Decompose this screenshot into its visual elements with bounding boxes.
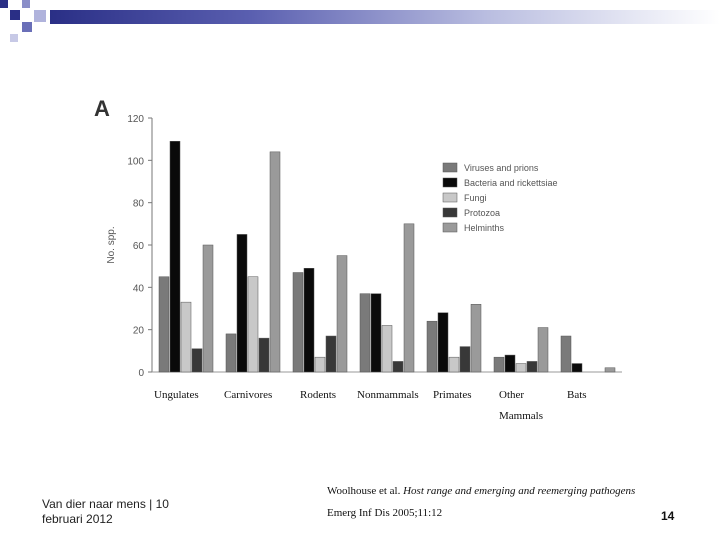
bar [370, 293, 382, 373]
citation-authors: Woolhouse et al. [327, 485, 401, 497]
bar [571, 363, 583, 373]
x-category-label: Ungulates [154, 389, 199, 401]
x-category-label: Bats [567, 389, 587, 401]
bar [314, 356, 326, 373]
bar [303, 268, 315, 373]
x-category-label: Rodents [300, 389, 336, 401]
legend-label: Protozoa [464, 208, 500, 218]
legend-swatch [442, 177, 458, 188]
y-tick-label: 0 [138, 368, 144, 379]
legend-swatch [442, 207, 458, 218]
bar [269, 151, 281, 373]
bar [392, 361, 404, 373]
bar [403, 223, 415, 373]
bar [470, 304, 482, 373]
bar [437, 312, 449, 373]
bar [247, 276, 259, 373]
bar [225, 333, 237, 373]
bar [560, 335, 572, 373]
bar [526, 361, 538, 373]
bar [515, 363, 527, 373]
bar [191, 348, 203, 373]
panel-label: A [94, 96, 110, 121]
y-tick-label: 40 [133, 283, 145, 294]
bar [537, 327, 549, 373]
bar [336, 255, 348, 373]
y-tick-label: 60 [133, 241, 145, 252]
legend-label: Fungi [464, 193, 487, 203]
bar [604, 367, 616, 373]
footer-text: Van dier naar mens | 10 februari 2012 [42, 497, 169, 526]
bar [169, 141, 181, 373]
legend-label: Viruses and prions [464, 163, 539, 173]
x-category-label: Carnivores [224, 389, 272, 401]
page-number: 14 [661, 509, 675, 523]
bar [158, 276, 170, 373]
header-gradient-bar [50, 10, 720, 24]
bar [292, 272, 304, 373]
y-tick-label: 80 [133, 199, 145, 210]
x-category-label: Primates [433, 389, 472, 401]
bar [202, 244, 214, 373]
bar [325, 335, 337, 373]
x-category-label: Mammals [499, 410, 543, 422]
bar [504, 354, 516, 373]
y-tick-label: 20 [133, 326, 145, 337]
bar [448, 356, 460, 373]
bar [426, 320, 438, 373]
citation-title: Host range and emerging and reemerging p… [403, 485, 636, 497]
bar [381, 325, 393, 373]
bar [180, 301, 192, 373]
legend-label: Helminths [464, 223, 505, 233]
citation-line-1: Woolhouse et al. Host range and emerging… [327, 485, 635, 497]
y-tick-label: 100 [127, 156, 144, 167]
bar [258, 337, 270, 373]
legend-label: Bacteria and rickettsiae [464, 178, 558, 188]
y-axis-label: No. spp. [106, 226, 117, 263]
bar [359, 293, 371, 373]
y-tick-label: 120 [127, 114, 144, 125]
x-category-label: Other [499, 389, 524, 401]
x-category-label: Nonmammals [357, 389, 419, 401]
bar [493, 356, 505, 373]
legend-swatch [442, 222, 458, 233]
citation-journal: Emerg Inf Dis 2005;11:12 [327, 507, 443, 519]
legend-swatch [442, 162, 458, 173]
bar [236, 234, 248, 373]
bar [459, 346, 471, 373]
legend-swatch [442, 192, 458, 203]
